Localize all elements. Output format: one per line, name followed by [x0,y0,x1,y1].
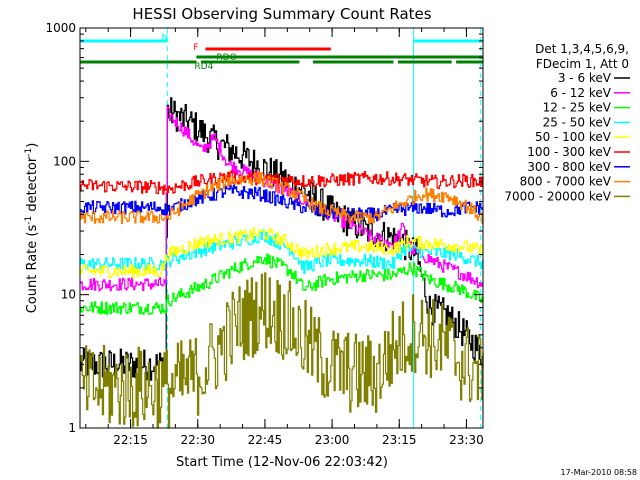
x-tick-label-2: 22:45 [248,433,283,447]
flag-rdo-label: RDO [216,53,236,63]
timestamp: 17-Mar-2010 08:58 [561,468,638,477]
series-300-800-kev-line [80,184,484,222]
plot-border [79,27,484,429]
flag-n-label: N [161,33,168,43]
x-tick-label-5: 23:30 [449,433,484,447]
y-tick-label-1: 10 [61,288,76,302]
series-12-25-kev-line [80,253,484,315]
legend-label-800-7000-kev: 800 - 7000 keV [520,175,612,189]
series-100-300-kev-line [80,170,484,195]
axes: 1 10 100 1000 22:15 22:30 22:45 23:00 23:15 23:30 [45,21,483,447]
legend-label-12-25-kev: 12 - 25 keV [543,101,612,115]
legend-label-25-50-kev: 25 - 50 keV [543,115,612,129]
x-tick-label-3: 23:00 [315,433,350,447]
legend-label-100-300-kev: 100 - 300 keV [527,145,611,159]
flag-f-label: F [193,43,198,53]
legend-label-3-6-kev: 3 - 6 keV [558,71,612,85]
legend-label-7000-20000-kev: 7000 - 20000 keV [504,189,611,203]
y-tick-label-2: 100 [53,154,76,168]
series-7000-20000-kev-line [80,272,484,429]
y-tick-label-3: 1000 [45,21,76,35]
x-tick-label-0: 22:15 [113,433,148,447]
legend-label-300-800-kev: 300 - 800 keV [527,160,611,174]
legend-label-6-12-kev: 6 - 12 keV [550,86,612,100]
x-axis-label: Start Time (12-Nov-06 22:03:42) [176,455,388,470]
series-50-100-kev-line [80,227,484,279]
legend-label-50-100-kev: 50 - 100 keV [535,130,612,144]
legend-header-line-2: FDecim 1, Att 0 [536,57,629,71]
plot-frame [79,27,484,429]
y-tick-label-0: 1 [68,421,76,435]
chart-title: HESSI Observing Summary Count Rates [132,5,431,23]
series-800-7000-kev-line [80,171,484,225]
legend-header-line-1: Det 1,3,4,5,6,9, [535,42,629,56]
flag-rd4-label: RD4 [194,62,213,72]
x-tick-label-1: 22:30 [180,433,215,447]
x-tick-label-4: 23:15 [382,433,417,447]
y-axis-label: Count Rate (s-1 detector-1) [24,143,40,314]
legend: Det 1,3,4,5,6,9, FDecim 1, Att 0 3 - 6 k… [504,42,630,203]
